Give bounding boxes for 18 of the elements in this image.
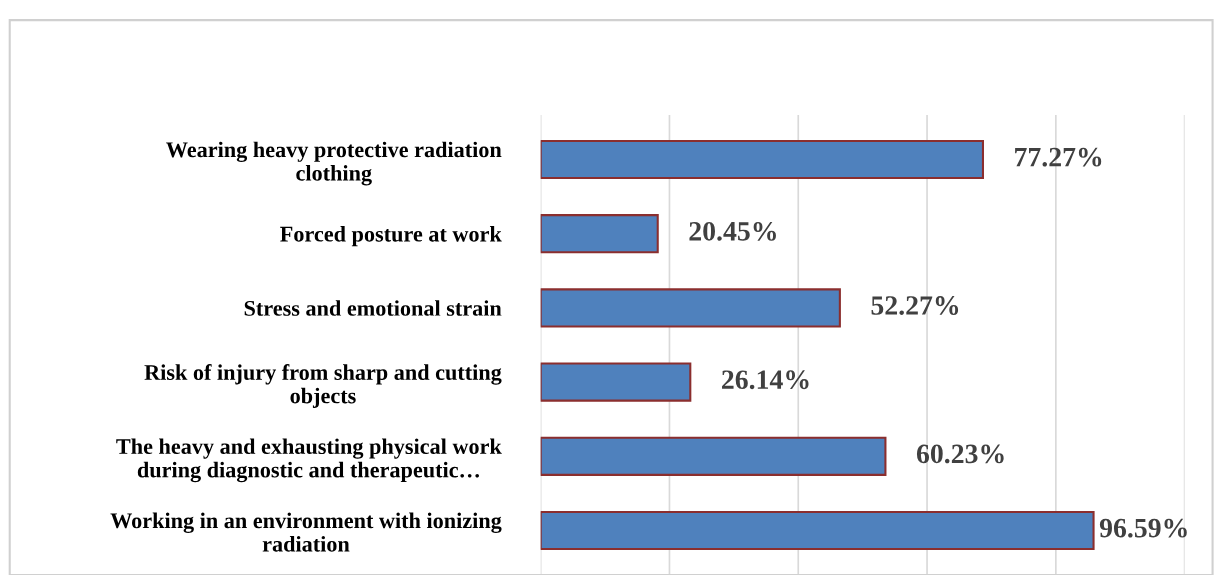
y-tick-label: Risk of injury from sharp and cutting objects	[144, 364, 502, 408]
data-label: 77.27%	[1015, 147, 1102, 167]
bar	[540, 362, 692, 402]
data-label: 52.27%	[871, 296, 959, 315]
data-label: 26.14%	[722, 370, 809, 390]
y-tick-label: Stress and emotional strain	[244, 300, 502, 316]
y-tick-label: Forced posture at work	[280, 226, 502, 247]
data-label: 96.59%	[1099, 518, 1187, 538]
bar	[540, 510, 1095, 551]
y-tick-label: Working in an environment with ionizing radiation	[110, 512, 502, 552]
bar	[540, 288, 841, 328]
data-label: 60.23%	[916, 444, 1004, 464]
bar	[540, 214, 659, 254]
bar	[540, 139, 985, 180]
data-label: 20.45%	[689, 221, 776, 241]
y-tick-label: Wearing heavy protective radiation clothing	[166, 141, 502, 186]
bar	[540, 436, 887, 476]
y-tick-label: The heavy and exhausting physical work during diagnostic and therapeutic…	[116, 438, 502, 483]
